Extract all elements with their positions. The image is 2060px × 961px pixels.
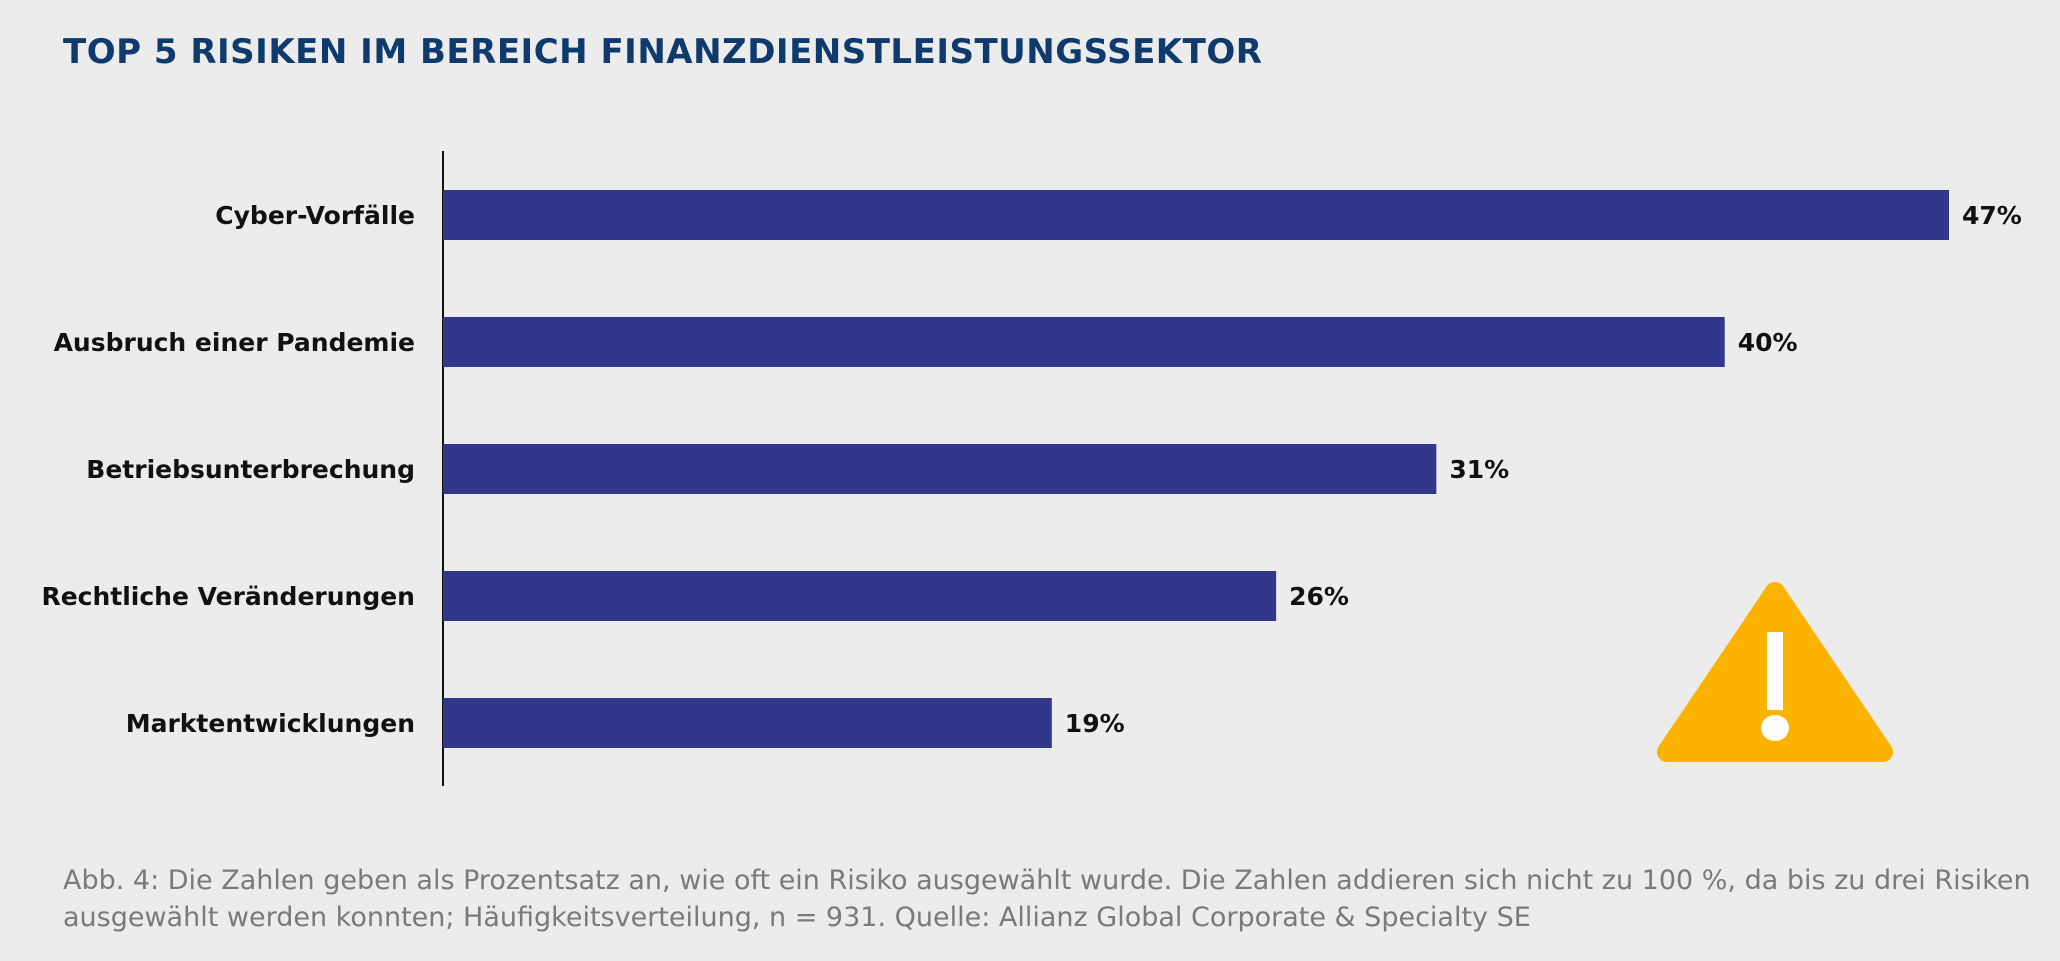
category-label-5: Marktentwicklungen xyxy=(126,709,415,738)
category-label-3: Betriebsunterbrechung xyxy=(86,455,415,484)
bar-4 xyxy=(443,571,1277,621)
figure-caption: Abb. 4: Die Zahlen geben als Prozentsatz… xyxy=(63,862,2031,936)
bar-1 xyxy=(443,190,1949,240)
value-label-5: 19% xyxy=(1065,709,1125,738)
value-label-2: 40% xyxy=(1738,328,1798,357)
caption-line-2: ausgewählt werden konnten; Häufigkeitsve… xyxy=(63,902,1531,933)
bar-3 xyxy=(443,444,1437,494)
value-label-3: 31% xyxy=(1449,455,1509,484)
value-label-4: 26% xyxy=(1289,582,1349,611)
category-label-2: Ausbruch einer Pandemie xyxy=(54,328,415,357)
bar-2 xyxy=(443,317,1725,367)
value-label-1: 47% xyxy=(1962,201,2022,230)
caption-line-1: Abb. 4: Die Zahlen geben als Prozentsatz… xyxy=(63,865,2031,896)
category-label-4: Rechtliche Veränderungen xyxy=(41,582,415,611)
bar-5 xyxy=(443,698,1052,748)
category-label-1: Cyber-Vorfälle xyxy=(215,201,415,230)
bars-group: Cyber-Vorfälle 47% Ausbruch einer Pandemie… xyxy=(41,190,2022,748)
chart-title: TOP 5 RISIKEN IM BEREICH FINANZDIENSTLEI… xyxy=(63,32,1263,72)
warning-triangle-icon xyxy=(1657,582,1893,762)
